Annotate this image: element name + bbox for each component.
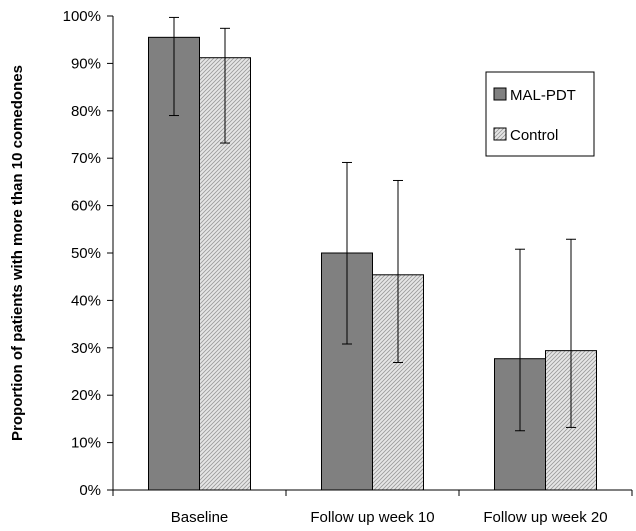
- y-tick-label: 30%: [71, 340, 101, 357]
- y-tick-label: 70%: [71, 150, 101, 167]
- legend-box: [485, 71, 595, 157]
- y-tick-label: 0%: [79, 482, 101, 499]
- y-tick-label: 60%: [71, 198, 101, 215]
- legend: MAL-PDT Control: [485, 71, 595, 157]
- y-tick-label: 100%: [63, 8, 101, 25]
- y-tick-label: 10%: [71, 435, 101, 452]
- y-axis-label: Proportion of patients with more than 10…: [9, 65, 26, 441]
- labels: 0% 10% 20% 30% 40% 50% 60% 70% 80% 90% 100% Baselin…: [9, 8, 608, 526]
- x-category-label: Follow up week 20: [483, 509, 607, 526]
- bars: [148, 16, 597, 491]
- y-tick-label: 50%: [71, 245, 101, 262]
- legend-swatch: [493, 87, 507, 101]
- y-tick-label: 20%: [71, 387, 101, 404]
- x-category-label: Follow up week 10: [310, 509, 434, 526]
- y-tick-label: 40%: [71, 292, 101, 309]
- x-category-label: Baseline: [171, 509, 229, 526]
- legend-label: MAL-PDT: [510, 87, 576, 104]
- y-tick-label: 90%: [71, 55, 101, 72]
- legend-label: Control: [510, 127, 558, 144]
- legend-swatch: [493, 127, 507, 141]
- y-tick-label: 80%: [71, 103, 101, 120]
